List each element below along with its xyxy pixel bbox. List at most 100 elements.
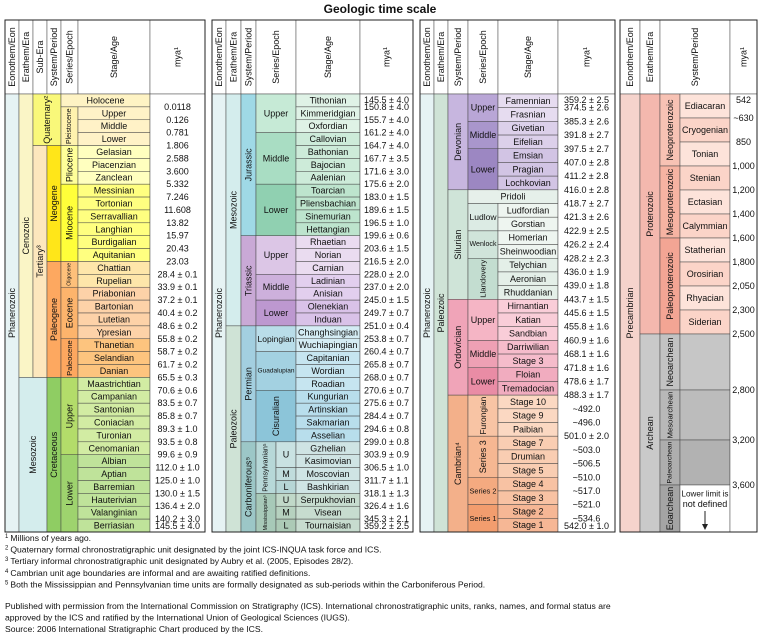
column-header: Erathem/Era xyxy=(436,32,446,83)
column-header: mya¹ xyxy=(173,47,183,67)
stage-label: Valanginian xyxy=(91,508,137,518)
column-header: System/Period xyxy=(244,28,254,87)
stage-label: Cenomanian xyxy=(88,443,139,453)
mya-value: 150.8 ± 4.0 xyxy=(364,102,409,112)
epoch-cell xyxy=(255,325,297,352)
mya-value: 228.0 ± 2.0 xyxy=(364,269,409,279)
stage-label: Aalenian xyxy=(310,173,345,183)
stage-label: Gzhelian xyxy=(310,443,346,453)
column-header: Series/Epoch xyxy=(65,30,75,84)
mya-value: 1,400 xyxy=(732,209,755,219)
mya-value: 270.6 ± 0.7 xyxy=(364,385,409,395)
mya-value: 171.6 ± 3.0 xyxy=(364,166,409,176)
mya-value: 418.7 ± 2.7 xyxy=(564,199,609,209)
epoch-label: Wenlock xyxy=(470,241,497,248)
epoch-cell xyxy=(255,132,297,185)
epoch-label: Lower xyxy=(65,481,75,506)
column-header: mya¹ xyxy=(382,47,392,67)
stage-label: Danian xyxy=(100,366,129,376)
stage-label: Tournaisian xyxy=(305,521,351,531)
mya-value: 488.3 ± 1.7 xyxy=(564,390,609,400)
mya-value: 237.0 ± 2.0 xyxy=(364,282,409,292)
stage-label: Floian xyxy=(516,370,541,380)
mya-value: 397.5 ± 2.7 xyxy=(564,144,609,154)
mya-value: 1,800 xyxy=(732,257,755,267)
period-label: Carboniferous⁵ xyxy=(244,457,254,518)
mya-value: 164.7 ± 4.0 xyxy=(364,141,409,151)
mya-value: 112.0 ± 1.0 xyxy=(155,463,199,473)
epoch-label: Series 3 xyxy=(478,440,488,473)
stage-label: Berriasian xyxy=(94,521,135,531)
stage-label: Bashkirian xyxy=(307,482,349,492)
stage-label: Carnian xyxy=(312,263,344,273)
stage-label: Katian xyxy=(515,315,541,325)
era-label: Eoarchean xyxy=(665,487,675,531)
epoch-cell xyxy=(467,477,499,505)
mya-value: 167.7 ± 3.5 xyxy=(364,153,409,163)
stage-label: Kasimovian xyxy=(305,456,352,466)
mya-value: 359.2 ± 2.5 xyxy=(564,95,609,105)
epoch-label: Upper xyxy=(471,103,496,113)
mya-value: 3,600 xyxy=(732,480,755,490)
epoch-label: Upper xyxy=(471,315,496,325)
stage-label: Wordian xyxy=(311,366,344,376)
epoch-label: Pridoli xyxy=(500,192,525,202)
mya-value: 850 xyxy=(736,137,751,147)
stage-label: Chattian xyxy=(97,263,131,273)
mya-value: 2,300 xyxy=(732,305,755,315)
period-cell xyxy=(679,237,731,263)
period-label: Devonian xyxy=(453,123,463,161)
mya-value: 70.6 ± 0.6 xyxy=(158,385,198,395)
period-label: Paleogene xyxy=(49,298,59,341)
panel-outline xyxy=(211,19,414,533)
mya-value: 445.6 ± 1.5 xyxy=(564,308,609,318)
period-label: Statherian xyxy=(684,245,725,255)
epoch-label: Middle xyxy=(263,282,290,292)
column-header: System/Period xyxy=(453,28,463,87)
stage-label: Callovian xyxy=(309,134,346,144)
column-header: Stage/Age xyxy=(109,36,119,78)
period-label: Neogene xyxy=(49,185,59,222)
stage-label: Turonian xyxy=(96,430,131,440)
epoch-label: Upper xyxy=(65,404,75,429)
mya-value: 83.5 ± 0.7 xyxy=(158,398,198,408)
column-header: mya¹ xyxy=(582,47,592,67)
epoch-label: Series 1 xyxy=(470,514,497,523)
mya-value: ~492.0 xyxy=(573,404,601,414)
period-cell xyxy=(679,141,731,167)
stage-label: Aeronian xyxy=(510,274,546,284)
mya-value: 311.7 ± 1.1 xyxy=(364,475,408,485)
mya-value: 275.6 ± 0.7 xyxy=(364,398,409,408)
column-header: Erathem/Era xyxy=(229,32,239,83)
era-label: Mesoproterozoic xyxy=(665,168,675,235)
epoch-label: Lower xyxy=(264,308,289,318)
credit-line: approved by the ICS and ratified by the … xyxy=(5,613,350,623)
footnote-mark: 1 xyxy=(5,534,9,540)
mya-value: 284.4 ± 0.7 xyxy=(364,411,409,421)
footnote-mark: 5 xyxy=(5,580,9,586)
stage-label: Middle xyxy=(101,121,128,131)
header-cell xyxy=(557,19,616,95)
epoch-cell xyxy=(467,258,499,300)
stage-label: Norian xyxy=(315,250,342,260)
stage-label: Thanetian xyxy=(94,340,134,350)
period-cell xyxy=(679,165,731,191)
period-label: Stenian xyxy=(690,173,721,183)
stage-label: Pragian xyxy=(512,164,543,174)
stage-label: Stage 3 xyxy=(512,356,543,366)
era-label: Neoproterozoic xyxy=(665,99,675,161)
archean-fill xyxy=(679,439,731,486)
mya-column xyxy=(149,93,206,533)
mya-value: 468.1 ± 1.6 xyxy=(564,349,609,359)
stage-label: Hauterivian xyxy=(91,495,137,505)
stage-label: Visean xyxy=(314,508,341,518)
footnote-text: Tertiary informal chronostratigraphic un… xyxy=(10,556,353,566)
stage-label: Tremadocian xyxy=(502,383,554,393)
mya-value: 0.781 xyxy=(166,128,189,138)
mya-value: 199.6 ± 0.6 xyxy=(364,231,409,241)
epoch-cell xyxy=(255,183,297,236)
eon-label: Precambrian xyxy=(625,287,635,338)
mya-value: 145.5 ± 4.0 xyxy=(364,95,409,105)
epoch-label: Holocene xyxy=(86,95,124,105)
stage-label: Tithonian xyxy=(310,95,347,105)
